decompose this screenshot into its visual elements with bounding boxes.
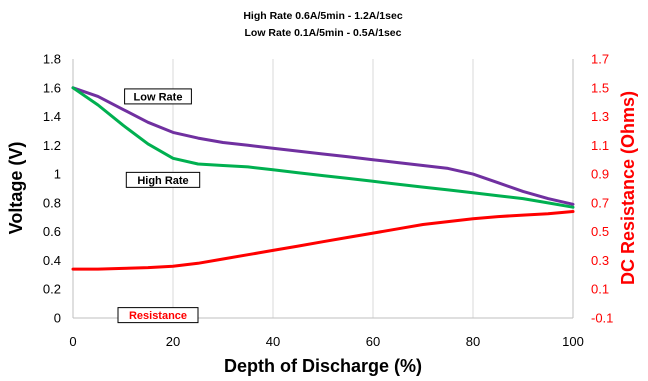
y2-axis-ticks: -0.1 0.1 0.3 0.5 0.7 0.9 1.1 1.3 1.5 1.7 [591, 52, 613, 326]
y-tick-label: 0.6 [43, 224, 61, 239]
x-tick-label: 0 [69, 334, 76, 349]
label-box-high-rate [125, 171, 201, 188]
y-tick-label: 0.8 [43, 195, 61, 210]
y-tick-label: 0 [54, 311, 61, 326]
label-resistance: Resistance [129, 310, 187, 322]
y2-tick-label: 1.1 [591, 138, 609, 153]
y2-tick-label: 0.5 [591, 224, 609, 239]
y-tick-label: 1.8 [43, 52, 61, 67]
y-tick-label: 1 [54, 167, 61, 182]
y2-tick-label: 1.5 [591, 80, 609, 95]
y2-tick-label: -0.1 [591, 311, 613, 326]
y-tick-label: 1.6 [43, 80, 61, 95]
label-box-low-rate [124, 88, 192, 105]
y2-tick-label: 1.7 [591, 52, 609, 67]
x-tick-label: 60 [366, 334, 380, 349]
y-axis-ticks: 0 0.2 0.4 0.6 0.8 1 1.2 1.4 1.6 1.8 [43, 52, 61, 326]
series-lines [71, 86, 575, 271]
y-tick-label: 0.4 [43, 253, 61, 268]
series-line-high-rate [71, 86, 575, 209]
y2-tick-label: 0.3 [591, 253, 609, 268]
y-tick-label: 1.2 [43, 138, 61, 153]
x-tick-label: 100 [562, 334, 584, 349]
series-line-low-rate [71, 86, 575, 206]
y2-tick-label: 0.9 [591, 167, 609, 182]
label-high-rate: High Rate [137, 175, 188, 187]
x-axis-title: Depth of Discharge (%) [224, 356, 422, 376]
y2-axis-title: DC Resistance (Ohms) [618, 91, 638, 285]
y2-tick-label: 0.7 [591, 195, 609, 210]
label-box-resistance [117, 307, 199, 324]
chart-title-line-1: High Rate 0.6A/5min - 1.2A/1sec [243, 10, 402, 22]
y2-tick-label: 0.1 [591, 282, 609, 297]
y2-tick-label: 1.3 [591, 109, 609, 124]
y-tick-label: 0.2 [43, 282, 61, 297]
x-tick-label: 40 [266, 334, 280, 349]
chart-title-line-2: Low Rate 0.1A/5min - 0.5A/1sec [245, 27, 402, 39]
series-line-resistance [71, 210, 575, 271]
x-tick-label: 80 [466, 334, 480, 349]
label-low-rate: Low Rate [134, 91, 183, 103]
y-tick-label: 1.4 [43, 109, 61, 124]
series-labels: Low Rate High Rate Resistance [117, 88, 201, 324]
x-axis-ticks: 0 20 40 60 80 100 [69, 334, 583, 349]
x-tick-label: 20 [166, 334, 180, 349]
y-axis-title: Voltage (V) [6, 142, 26, 235]
